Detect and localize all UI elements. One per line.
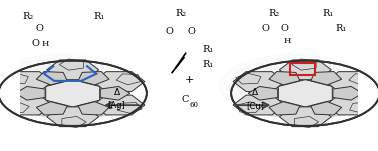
- Polygon shape: [325, 95, 378, 115]
- Polygon shape: [36, 102, 67, 115]
- Polygon shape: [0, 95, 53, 115]
- Polygon shape: [279, 60, 331, 80]
- Polygon shape: [279, 107, 331, 127]
- Text: C: C: [182, 95, 189, 104]
- Text: H: H: [284, 37, 291, 45]
- Polygon shape: [0, 72, 53, 92]
- Text: O: O: [187, 27, 195, 36]
- Circle shape: [231, 61, 378, 126]
- Text: [Ag]: [Ag]: [108, 101, 125, 110]
- Polygon shape: [36, 72, 67, 85]
- Circle shape: [282, 82, 306, 92]
- Polygon shape: [15, 87, 45, 100]
- Polygon shape: [248, 87, 278, 100]
- Polygon shape: [47, 60, 99, 80]
- Polygon shape: [47, 107, 99, 127]
- Circle shape: [220, 54, 368, 119]
- Polygon shape: [100, 87, 130, 100]
- Polygon shape: [46, 80, 100, 107]
- Polygon shape: [78, 102, 109, 115]
- Text: R₂: R₂: [175, 9, 186, 18]
- Circle shape: [0, 61, 147, 126]
- Text: Δ: Δ: [252, 88, 258, 97]
- Text: O: O: [166, 27, 173, 36]
- Polygon shape: [333, 87, 363, 100]
- Ellipse shape: [28, 105, 117, 118]
- Circle shape: [273, 78, 315, 96]
- Text: H: H: [41, 40, 49, 48]
- Text: R₁: R₁: [322, 9, 333, 18]
- Text: R₂: R₂: [268, 9, 279, 18]
- Polygon shape: [233, 72, 285, 92]
- Circle shape: [23, 70, 100, 104]
- Polygon shape: [269, 72, 300, 85]
- Text: O: O: [280, 24, 288, 33]
- Text: R₁: R₁: [203, 60, 214, 69]
- Circle shape: [229, 58, 359, 116]
- Polygon shape: [93, 95, 145, 115]
- Polygon shape: [78, 72, 109, 85]
- Circle shape: [247, 66, 342, 108]
- Polygon shape: [269, 102, 300, 115]
- Text: R₁: R₁: [336, 24, 347, 33]
- Text: R₁: R₁: [203, 45, 214, 54]
- Circle shape: [256, 70, 333, 104]
- Text: +: +: [184, 75, 194, 85]
- Text: O: O: [262, 24, 270, 33]
- Text: R₁: R₁: [93, 12, 104, 21]
- Circle shape: [238, 62, 350, 112]
- Text: R₂: R₂: [22, 12, 33, 21]
- Text: [Cu]: [Cu]: [246, 101, 264, 110]
- Ellipse shape: [261, 105, 350, 118]
- Polygon shape: [325, 72, 378, 92]
- Circle shape: [41, 78, 82, 96]
- Text: Δ: Δ: [113, 88, 119, 97]
- Circle shape: [0, 58, 127, 116]
- Circle shape: [0, 54, 136, 119]
- Circle shape: [14, 66, 109, 108]
- Text: O: O: [31, 39, 39, 48]
- Text: O: O: [36, 24, 43, 33]
- Polygon shape: [278, 80, 332, 107]
- Circle shape: [50, 82, 73, 92]
- Text: 60: 60: [189, 101, 198, 109]
- Circle shape: [32, 74, 91, 100]
- Polygon shape: [233, 95, 285, 115]
- Circle shape: [265, 74, 324, 100]
- Polygon shape: [311, 102, 342, 115]
- Polygon shape: [311, 72, 342, 85]
- Circle shape: [5, 62, 118, 112]
- Polygon shape: [93, 72, 145, 92]
